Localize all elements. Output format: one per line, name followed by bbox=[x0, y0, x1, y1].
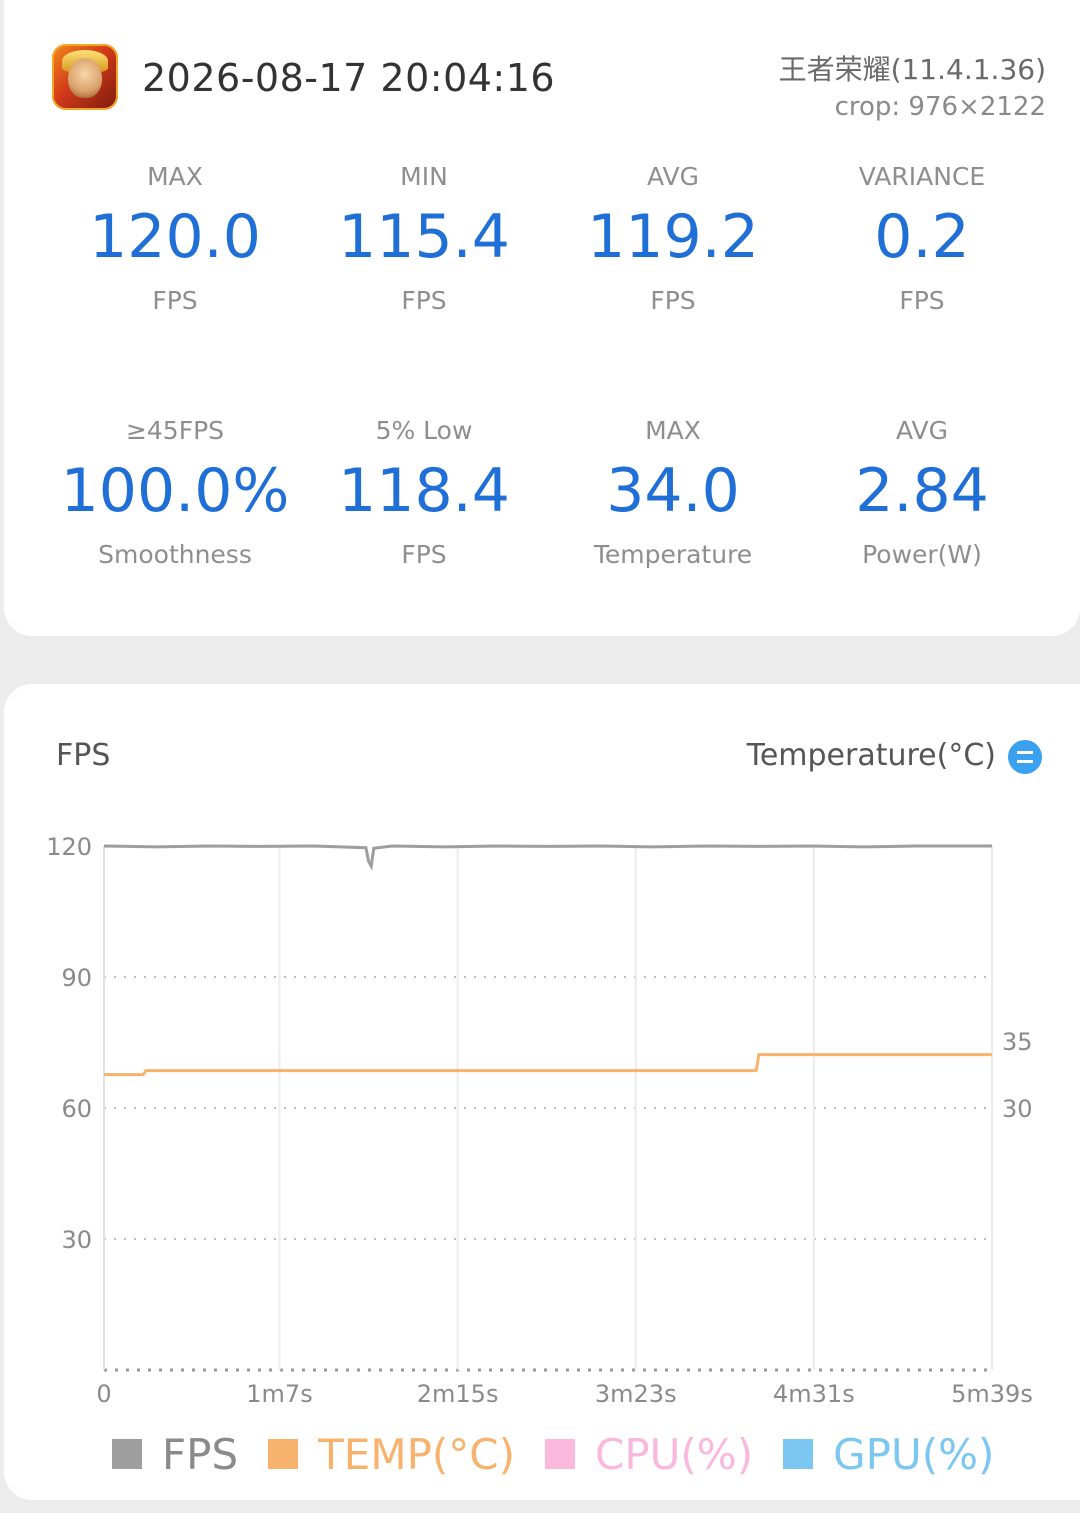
series-line-temp bbox=[104, 1053, 992, 1077]
legend-swatch-gpu bbox=[783, 1439, 814, 1469]
legend-item-cpu[interactable]: CPU(%) bbox=[545, 1430, 753, 1479]
stat-label: MAX bbox=[645, 416, 701, 445]
y-left-tick-label: 60 bbox=[61, 1095, 92, 1123]
legend-label-gpu: GPU(%) bbox=[833, 1429, 995, 1479]
y-right-tick-label: 35 bbox=[1002, 1028, 1033, 1056]
x-tick-label: 5m39s bbox=[951, 1380, 1033, 1408]
stat-unit: Temperature bbox=[593, 540, 753, 569]
stat-avg-fps: AVG 119.2 FPS bbox=[548, 162, 798, 315]
swap-axis-icon[interactable] bbox=[1008, 740, 1042, 774]
legend-item-fps[interactable]: FPS bbox=[112, 1430, 238, 1479]
y-left-tick-label: 30 bbox=[61, 1226, 92, 1254]
fps-temperature-plot: 0 1m7s 2m15s 3m23s 4m31s 5m39s 30 60 90 120 30 35 bbox=[46, 833, 1033, 1408]
stat-label: 5% Low bbox=[375, 416, 473, 445]
chart-title: FPS bbox=[56, 738, 111, 773]
stat-unit: Power(W) bbox=[862, 540, 982, 569]
legend-label-cpu: CPU(%) bbox=[595, 1429, 754, 1479]
stat-unit: Smoothness bbox=[98, 540, 252, 569]
stat-label: AVG bbox=[896, 416, 948, 445]
stat-unit: FPS bbox=[650, 286, 696, 315]
x-tick-label: 0 bbox=[96, 1380, 111, 1408]
stat-max-temperature: MAX 34.0 Temperature bbox=[548, 416, 798, 569]
stat-value: 0.2 bbox=[874, 202, 970, 272]
chart-legend: FPS TEMP(°C) CPU(%) GPU(%) bbox=[112, 1424, 1024, 1484]
stat-value: 118.4 bbox=[338, 456, 510, 526]
game-app-icon bbox=[52, 44, 118, 110]
legend-label-fps: FPS bbox=[162, 1429, 239, 1479]
stat-value: 115.4 bbox=[338, 202, 510, 272]
stat-5pct-low: 5% Low 118.4 FPS bbox=[299, 416, 549, 569]
stat-value: 2.84 bbox=[855, 456, 989, 526]
stat-unit: FPS bbox=[899, 286, 945, 315]
stat-unit: FPS bbox=[152, 286, 198, 315]
stat-value: 100.0% bbox=[60, 456, 290, 526]
legend-swatch-fps bbox=[112, 1439, 142, 1469]
stat-label: AVG bbox=[647, 162, 699, 191]
stat-label: MIN bbox=[400, 162, 448, 191]
y-right-tick-label: 30 bbox=[1002, 1095, 1033, 1123]
stat-unit: FPS bbox=[401, 540, 447, 569]
legend-label-temp: TEMP(°C) bbox=[318, 1429, 516, 1479]
stat-unit: FPS bbox=[401, 286, 447, 315]
x-tick-label: 3m23s bbox=[595, 1380, 677, 1408]
game-name: 王者荣耀(11.4.1.36) bbox=[778, 53, 1046, 86]
stat-value: 34.0 bbox=[606, 456, 740, 526]
legend-item-temp[interactable]: TEMP(°C) bbox=[268, 1430, 515, 1479]
legend-item-gpu[interactable]: GPU(%) bbox=[783, 1430, 994, 1479]
stat-label: ≥45FPS bbox=[125, 416, 225, 445]
stat-avg-power: AVG 2.84 Power(W) bbox=[797, 416, 1047, 569]
x-tick-label: 2m15s bbox=[417, 1380, 499, 1408]
y-left-tick-label: 120 bbox=[46, 833, 92, 861]
chart-card: FPS Temperature(°C) 0 1m7s 2m15s 3m23s 4m31s… bbox=[4, 684, 1080, 1500]
stat-min-fps: MIN 115.4 FPS bbox=[299, 162, 549, 315]
stat-value: 119.2 bbox=[587, 202, 759, 272]
crop-info: crop: 976×2122 bbox=[834, 92, 1046, 122]
x-tick-label: 4m31s bbox=[773, 1380, 855, 1408]
stat-smoothness: ≥45FPS 100.0% Smoothness bbox=[50, 416, 300, 569]
stat-variance: VARIANCE 0.2 FPS bbox=[797, 162, 1047, 315]
right-axis-title: Temperature(°C) bbox=[746, 738, 996, 773]
session-timestamp: 2026-08-17 20:04:16 bbox=[142, 56, 556, 100]
stat-value: 120.0 bbox=[89, 202, 261, 272]
stat-max-fps: MAX 120.0 FPS bbox=[50, 162, 300, 315]
stat-label: VARIANCE bbox=[858, 162, 986, 191]
stat-label: MAX bbox=[147, 162, 203, 191]
x-tick-label: 1m7s bbox=[246, 1380, 312, 1408]
summary-card: 2026-08-17 20:04:16 王者荣耀(11.4.1.36) crop… bbox=[4, 0, 1080, 636]
legend-swatch-temp bbox=[268, 1439, 299, 1469]
y-left-tick-label: 90 bbox=[61, 964, 92, 992]
series-line-fps bbox=[103, 844, 992, 871]
legend-swatch-cpu bbox=[545, 1439, 576, 1469]
